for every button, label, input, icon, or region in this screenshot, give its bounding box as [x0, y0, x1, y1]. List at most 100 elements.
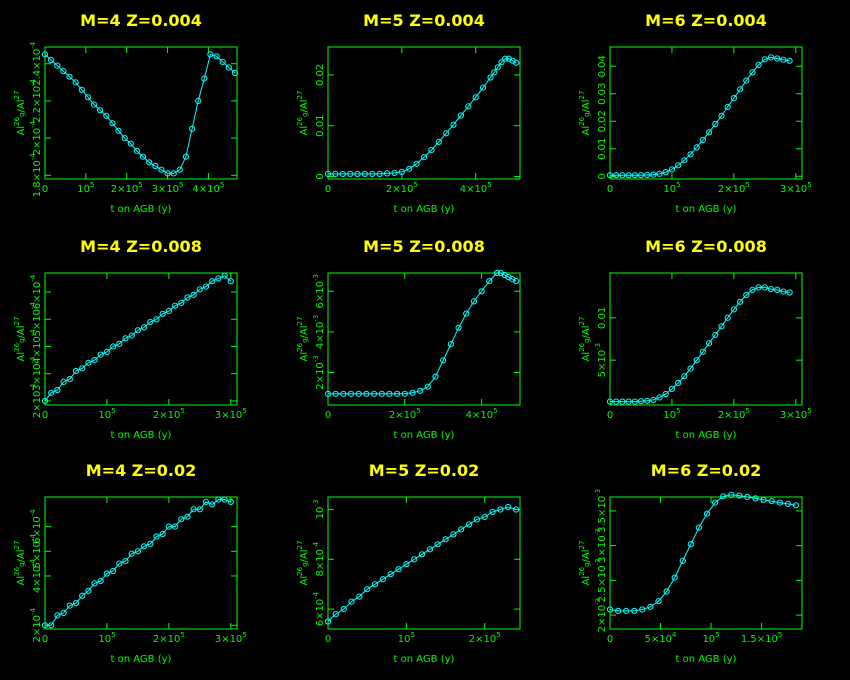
series-line	[610, 56, 790, 176]
data-point	[219, 58, 226, 66]
data-point	[455, 324, 462, 331]
x-tick-label: 0	[325, 184, 331, 195]
x-tick-label: 3×105	[780, 181, 812, 195]
data-point	[473, 516, 480, 523]
data-point	[394, 390, 401, 397]
y-tick-label: 0.02	[315, 64, 326, 86]
data-point	[420, 154, 428, 161]
data-point	[613, 172, 620, 179]
x-tick-label: 3×105	[215, 407, 247, 421]
data-point	[639, 606, 646, 613]
data-point	[324, 618, 332, 625]
data-point	[687, 151, 694, 158]
data-point	[165, 308, 172, 315]
data-point	[201, 75, 208, 82]
plot-frame	[609, 46, 803, 180]
y-tick-label: 5×10-3	[594, 343, 608, 377]
data-point	[378, 390, 385, 397]
data-point	[225, 64, 232, 71]
data-point	[190, 506, 197, 513]
y-axis-label: Al26g/Al27	[13, 91, 27, 136]
panel-3: M=6 Z=0.004 0 105 2×105 3×105 0 0.01 0.02 0.03 0.…	[578, 11, 812, 215]
x-tick-label: 105	[98, 631, 115, 645]
data-point	[147, 540, 154, 548]
x-tick-label: 2×105	[469, 631, 501, 645]
data-point	[481, 513, 488, 521]
data-point	[363, 390, 370, 397]
plot-frame	[609, 496, 803, 630]
y-axis-label: Al26g/Al27	[13, 317, 27, 362]
data-point	[221, 272, 228, 279]
data-point	[706, 129, 713, 136]
data-point	[146, 159, 153, 166]
data-point	[190, 291, 197, 298]
x-axis-label: t on AGB (y)	[676, 654, 737, 665]
data-point	[706, 340, 713, 347]
data-point	[324, 170, 332, 177]
series-line	[328, 272, 517, 395]
y-tick-label: 0.04	[597, 55, 608, 77]
data-point	[406, 165, 413, 172]
y-tick-label: 0.01	[597, 138, 608, 160]
y-tick-label: 6×10-4	[29, 509, 43, 544]
chart-title: M=6 Z=0.008	[645, 237, 767, 256]
data-point	[78, 86, 85, 93]
data-point	[134, 548, 141, 555]
y-tick-label: 0.03	[597, 83, 608, 105]
data-point	[172, 302, 179, 309]
data-point	[631, 172, 638, 179]
data-point	[122, 335, 129, 342]
data-point	[231, 69, 239, 77]
data-point	[647, 603, 654, 610]
data-point	[668, 166, 676, 173]
x-tick-label: 4×105	[466, 407, 498, 421]
data-point	[184, 513, 191, 520]
series-line	[327, 506, 517, 622]
data-point	[486, 278, 493, 285]
x-tick-label: 2×105	[153, 407, 185, 421]
y-tick-label: 4×10-4	[29, 329, 43, 364]
data-point	[650, 171, 657, 178]
data-point	[625, 398, 632, 405]
data-point	[513, 59, 520, 66]
data-point	[109, 120, 116, 127]
data-point	[41, 51, 49, 58]
data-point	[776, 499, 783, 506]
y-tick-label: 0.01	[597, 307, 608, 329]
data-point	[450, 531, 457, 538]
data-point	[41, 397, 49, 404]
x-tick-label: 3×105	[215, 631, 247, 645]
data-point	[712, 120, 719, 128]
data-point	[662, 169, 669, 176]
x-tick-label: 1.5×105	[741, 631, 782, 645]
y-tick-label: 0.02	[597, 110, 608, 132]
x-tick-label: 105	[398, 631, 415, 645]
y-tick-label: 3.5×10-3	[594, 489, 608, 533]
data-point	[426, 546, 433, 553]
data-point	[54, 612, 61, 619]
data-point	[91, 580, 98, 587]
x-tick-label: 105	[663, 407, 680, 421]
data-point	[141, 324, 148, 331]
data-point	[693, 144, 700, 151]
data-point	[147, 318, 154, 326]
data-point	[695, 524, 703, 531]
x-tick-label: 0	[607, 634, 613, 645]
data-point	[720, 493, 727, 500]
series-line	[610, 286, 790, 403]
data-point	[79, 365, 86, 372]
data-point	[209, 278, 216, 285]
data-point	[786, 289, 793, 296]
data-point	[355, 390, 362, 397]
data-point	[494, 64, 501, 71]
data-point	[699, 348, 707, 355]
series-line	[609, 494, 796, 612]
data-point	[364, 586, 371, 593]
data-point	[755, 284, 762, 291]
data-point	[48, 622, 55, 629]
data-point	[681, 373, 688, 380]
data-point	[371, 390, 378, 397]
y-axis-label: Al26g/Al27	[296, 541, 310, 586]
data-point	[613, 398, 620, 405]
x-tick-label: 2×105	[389, 407, 421, 421]
